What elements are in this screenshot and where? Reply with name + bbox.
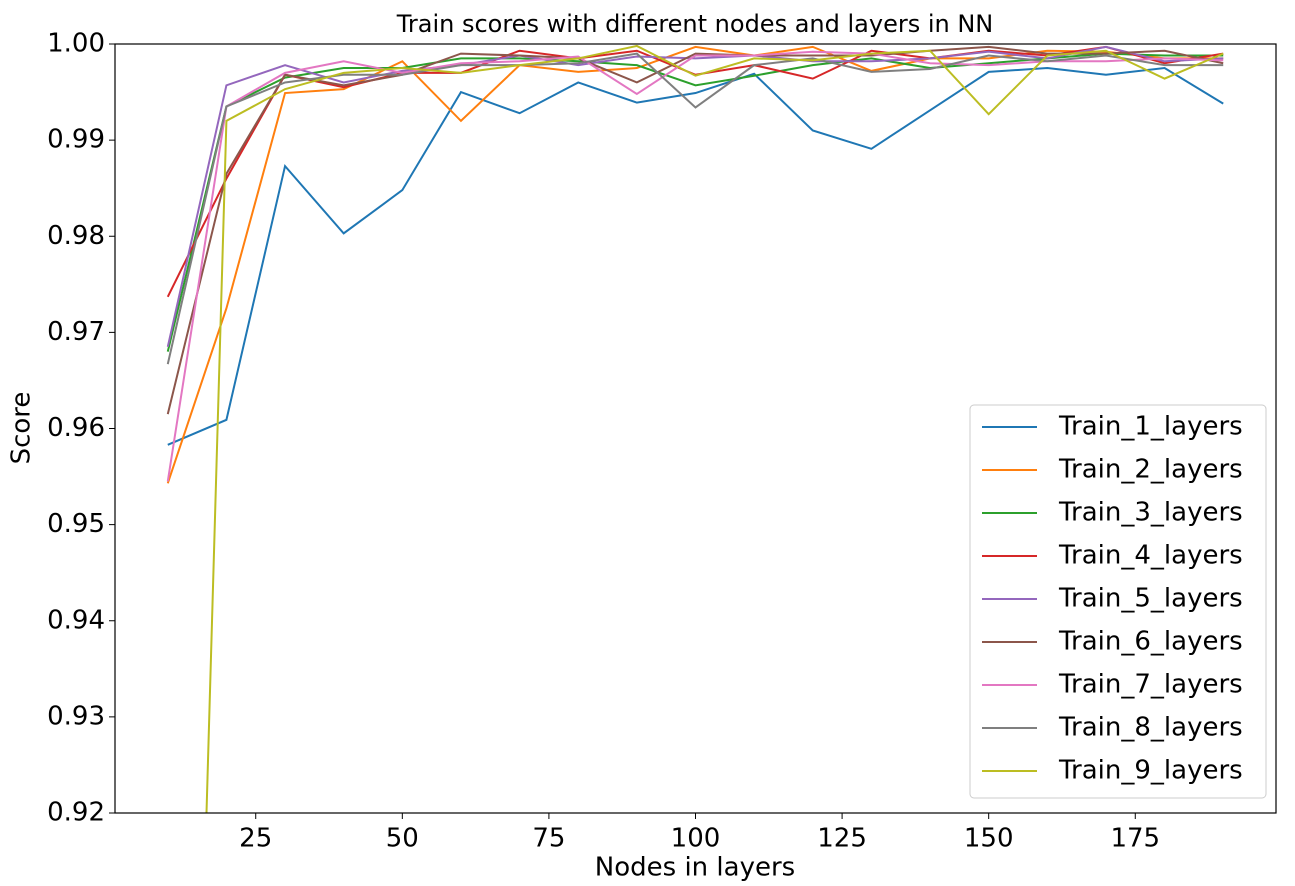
chart-title: Train scores with different nodes and la… <box>396 10 994 38</box>
series-line <box>166 45 1224 484</box>
y-tick-label: 0.95 <box>47 509 105 539</box>
x-tick-label: 150 <box>964 824 1014 854</box>
series-line <box>166 52 1224 365</box>
series-line <box>166 45 1224 348</box>
legend-label: Train_6_layers <box>1058 627 1243 657</box>
series-line <box>166 45 1224 415</box>
y-tick-label: 0.97 <box>47 317 105 347</box>
x-tick-label: 100 <box>671 824 721 854</box>
y-tick-label: 1.00 <box>47 29 105 59</box>
y-tick-label: 0.98 <box>47 221 105 251</box>
series-line <box>205 44 1224 813</box>
y-tick-label: 0.99 <box>47 125 105 155</box>
y-tick-label: 0.96 <box>47 413 105 443</box>
y-axis-title: Score <box>7 392 37 465</box>
legend-label: Train_3_layers <box>1058 498 1243 528</box>
legend-label: Train_4_layers <box>1058 541 1243 571</box>
legend-label: Train_1_layers <box>1058 412 1243 442</box>
y-tick-label: 0.93 <box>47 701 105 731</box>
series-line <box>166 52 1224 352</box>
plot-area <box>166 44 1224 813</box>
legend-label: Train_5_layers <box>1058 584 1243 614</box>
x-tick-label: 175 <box>1110 824 1160 854</box>
legend-label: Train_7_layers <box>1058 670 1243 700</box>
y-tick-label: 0.94 <box>47 605 105 635</box>
legend-label: Train_2_layers <box>1058 455 1243 485</box>
x-tick-label: 125 <box>817 824 867 854</box>
y-tick-label: 0.92 <box>47 798 105 828</box>
x-tick-label: 50 <box>386 824 419 854</box>
legend-label: Train_8_layers <box>1058 713 1243 743</box>
series-line <box>167 66 1224 446</box>
legend-label: Train_9_layers <box>1058 756 1243 786</box>
x-tick-label: 25 <box>239 824 272 854</box>
x-axis-title: Nodes in layers <box>595 853 795 883</box>
x-tick-label: 75 <box>532 824 565 854</box>
legend-box <box>969 404 1267 799</box>
